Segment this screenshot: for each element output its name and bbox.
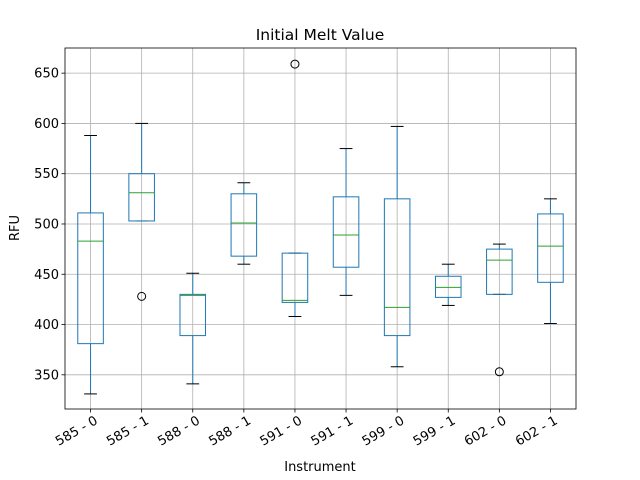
iqr-box [486, 248, 513, 295]
box-3 [230, 182, 258, 265]
outlier-point [290, 59, 300, 69]
iqr-box [537, 213, 564, 283]
box-2 [179, 272, 207, 385]
box-7 [434, 263, 462, 306]
y-tick-label: 650 [34, 67, 59, 82]
y-tick-label: 500 [34, 217, 59, 232]
iqr-box [77, 212, 104, 345]
box-4 [281, 59, 309, 317]
boxes-layer [77, 59, 564, 395]
chart-title: Initial Melt Value [256, 26, 385, 44]
outlier-point [137, 291, 147, 301]
iqr-box [128, 173, 155, 222]
plot-frame [64, 47, 577, 410]
iqr-box [434, 275, 462, 298]
y-tick-label: 550 [34, 167, 59, 182]
box-5 [332, 148, 360, 296]
y-axis: 350 400 450 500 550 600 650 [34, 67, 65, 383]
iqr-box [179, 293, 207, 337]
y-tick-label: 400 [34, 318, 59, 333]
plot-area [65, 48, 576, 409]
y-tick-label: 600 [34, 117, 59, 132]
outlier-point [494, 367, 504, 377]
iqr-box [230, 193, 258, 257]
y-tick-label: 450 [34, 268, 59, 283]
box-0 [77, 134, 104, 395]
iqr-box [281, 252, 309, 303]
box-6 [383, 125, 411, 368]
box-8 [486, 243, 513, 377]
iqr-box [332, 196, 360, 268]
x-axis-label: Instrument [284, 460, 356, 475]
y-axis-label: RFU [8, 215, 23, 241]
box-9 [537, 198, 564, 325]
iqr-box [383, 198, 411, 337]
box-1 [128, 122, 155, 301]
y-tick-label: 350 [34, 368, 59, 383]
